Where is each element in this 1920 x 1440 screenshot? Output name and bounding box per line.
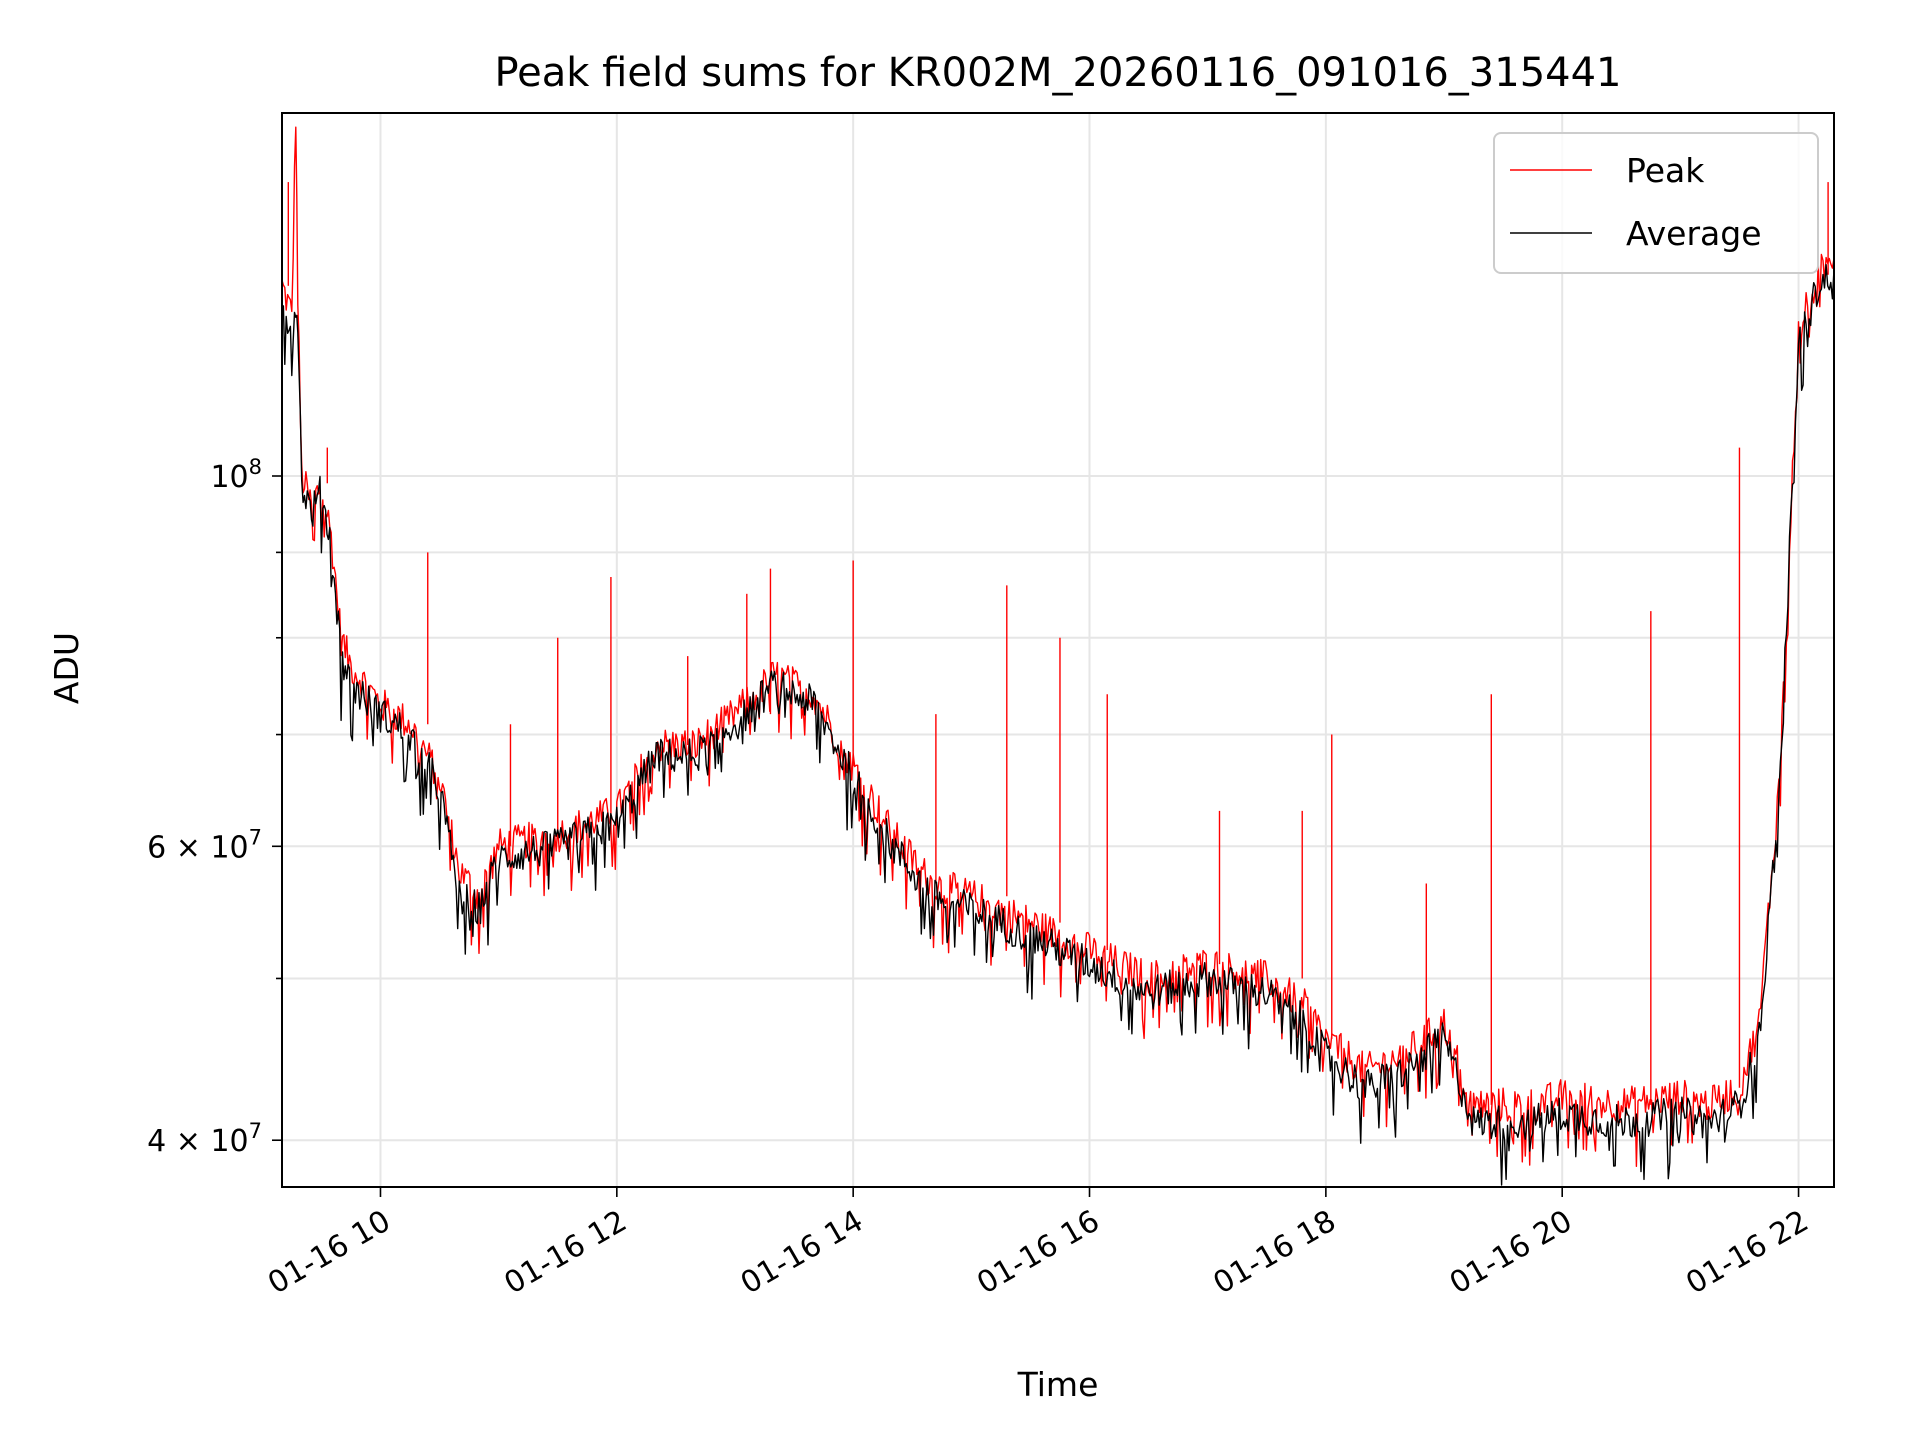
y-tick-label: 6 × 107 — [147, 825, 262, 865]
x-axis-label: Time — [1017, 1365, 1099, 1404]
series-average-line — [281, 264, 1835, 1186]
chart-title: Peak field sums for KR002M_20260116_0910… — [494, 50, 1621, 96]
legend-average-label: Average — [1626, 214, 1762, 253]
legend-box — [1493, 132, 1819, 274]
series-peak-line — [281, 126, 1835, 1167]
plot-area — [281, 126, 1835, 1186]
y-tick-label: 4 × 107 — [147, 1119, 262, 1159]
y-axis-label: ADU — [47, 632, 86, 704]
y-tick-label: 108 — [210, 455, 262, 495]
legend: Peak Average — [1493, 132, 1819, 274]
legend-peak-label: Peak — [1626, 151, 1705, 190]
plot-frame — [281, 112, 1835, 1188]
